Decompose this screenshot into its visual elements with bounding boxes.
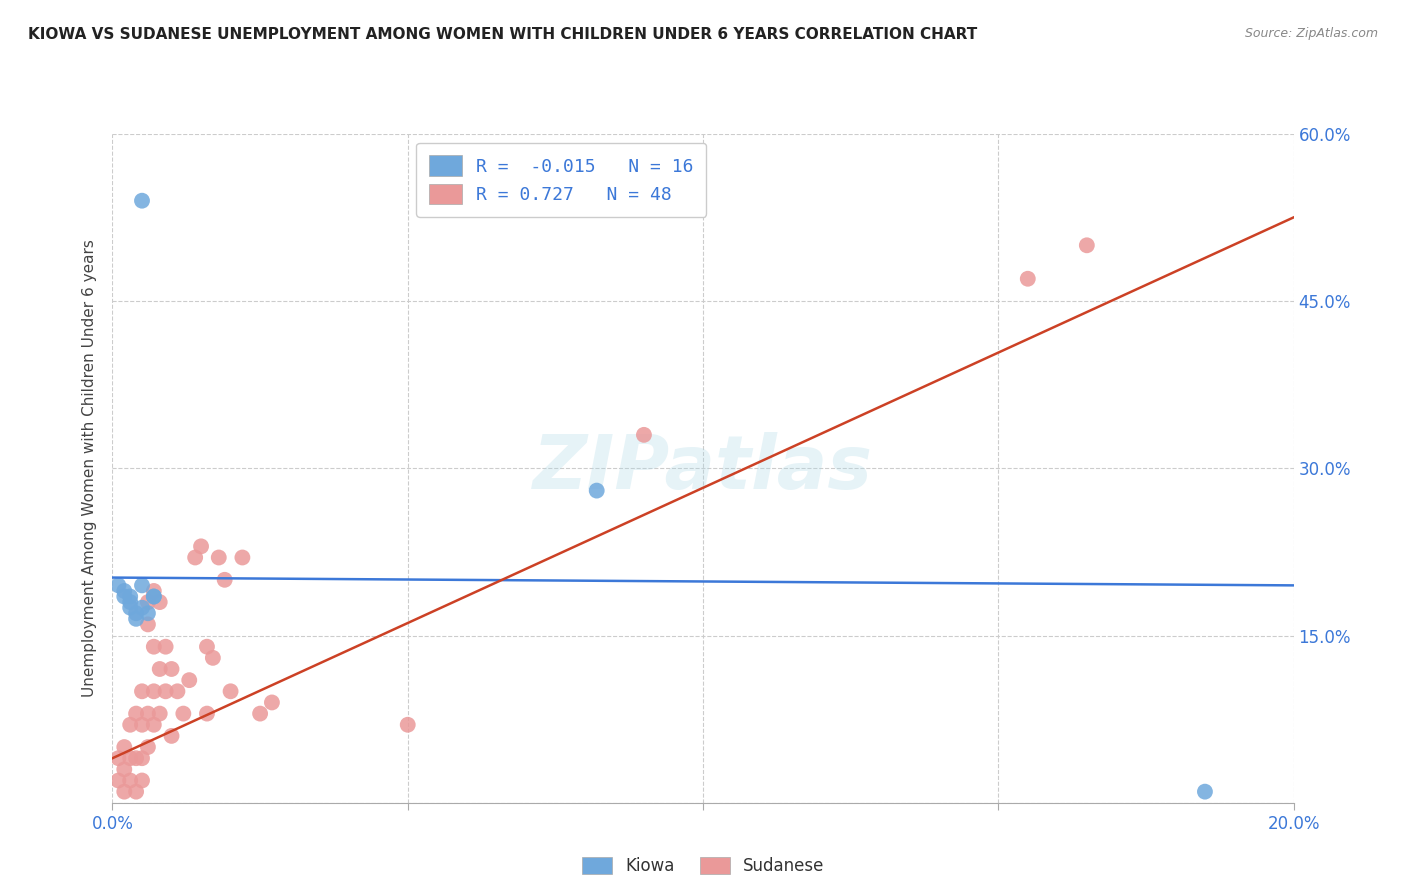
Point	[149, 595, 172, 609]
Point	[120, 595, 142, 609]
Point	[214, 573, 236, 587]
Point	[136, 740, 159, 755]
Point	[120, 590, 142, 604]
Point	[131, 194, 153, 208]
Point	[142, 684, 165, 698]
Point	[184, 550, 207, 565]
Point	[125, 612, 148, 626]
Point	[249, 706, 271, 721]
Point	[155, 684, 177, 698]
Point	[208, 550, 231, 565]
Point	[112, 762, 135, 776]
Point	[136, 595, 159, 609]
Point	[179, 673, 201, 688]
Point	[166, 684, 188, 698]
Point	[142, 590, 165, 604]
Point	[125, 785, 148, 799]
Point	[190, 539, 212, 553]
Legend: Kiowa, Sudanese: Kiowa, Sudanese	[575, 850, 831, 881]
Point	[125, 751, 148, 765]
Point	[112, 584, 135, 599]
Point	[120, 751, 142, 765]
Point	[172, 706, 194, 721]
Text: Source: ZipAtlas.com: Source: ZipAtlas.com	[1244, 27, 1378, 40]
Point	[131, 717, 153, 731]
Point	[195, 706, 218, 721]
Point	[219, 684, 242, 698]
Point	[107, 751, 129, 765]
Point	[125, 706, 148, 721]
Point	[1017, 272, 1039, 286]
Point	[201, 651, 224, 665]
Point	[142, 640, 165, 654]
Point	[107, 578, 129, 592]
Point	[585, 483, 607, 498]
Point	[136, 617, 159, 632]
Point	[160, 662, 183, 676]
Point	[112, 740, 135, 755]
Point	[107, 773, 129, 788]
Point	[142, 717, 165, 731]
Point	[120, 717, 142, 731]
Y-axis label: Unemployment Among Women with Children Under 6 years: Unemployment Among Women with Children U…	[82, 239, 97, 698]
Point	[131, 751, 153, 765]
Point	[231, 550, 253, 565]
Point	[1076, 238, 1098, 252]
Point	[142, 590, 165, 604]
Point	[131, 684, 153, 698]
Point	[1194, 785, 1216, 799]
Point	[131, 773, 153, 788]
Point	[633, 428, 655, 442]
Point	[120, 773, 142, 788]
Point	[131, 578, 153, 592]
Point	[120, 600, 142, 615]
Point	[155, 640, 177, 654]
Point	[160, 729, 183, 743]
Point	[112, 590, 135, 604]
Point	[195, 640, 218, 654]
Point	[112, 785, 135, 799]
Text: ZIPatlas: ZIPatlas	[533, 432, 873, 505]
Point	[260, 696, 283, 710]
Point	[136, 607, 159, 621]
Point	[396, 717, 419, 731]
Point	[149, 706, 172, 721]
Point	[142, 584, 165, 599]
Point	[149, 662, 172, 676]
Point	[131, 600, 153, 615]
Text: KIOWA VS SUDANESE UNEMPLOYMENT AMONG WOMEN WITH CHILDREN UNDER 6 YEARS CORRELATI: KIOWA VS SUDANESE UNEMPLOYMENT AMONG WOM…	[28, 27, 977, 42]
Point	[125, 607, 148, 621]
Point	[136, 706, 159, 721]
